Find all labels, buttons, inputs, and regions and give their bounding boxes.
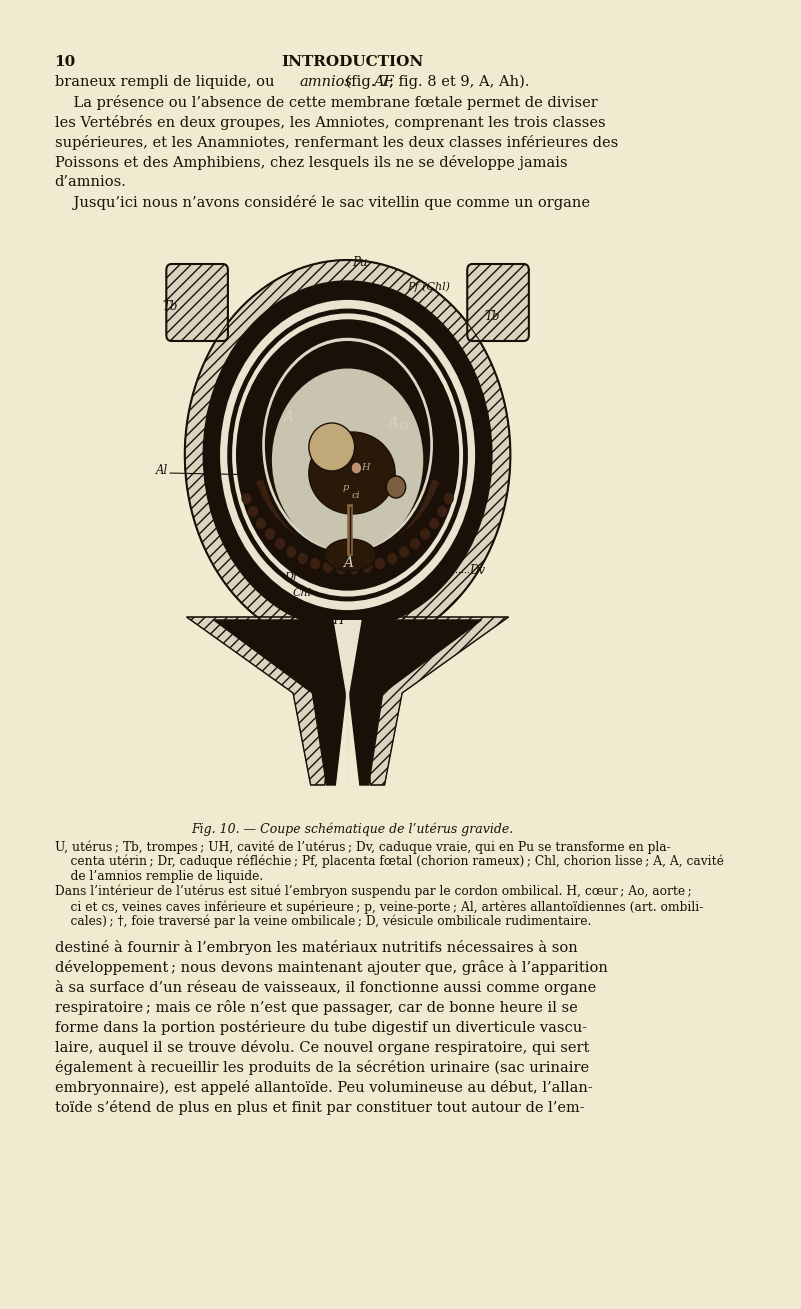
Text: cales) ; †, foie traversé par la veine ombilicale ; D, vésicule ombilicale rudim: cales) ; †, foie traversé par la veine o… <box>54 915 591 928</box>
Text: centa utérin ; Dr, caduque réfléchie ; Pf, placenta fœtal (chorion rameux) ; Chl: centa utérin ; Dr, caduque réfléchie ; P… <box>54 855 723 868</box>
Polygon shape <box>349 620 481 785</box>
Circle shape <box>324 562 332 572</box>
Text: à sa surface d’un réseau de vaisseaux, il fonctionne aussi comme organe: à sa surface d’un réseau de vaisseaux, i… <box>54 980 596 995</box>
Circle shape <box>388 554 396 564</box>
Ellipse shape <box>309 432 395 514</box>
Text: (fig. 7,: (fig. 7, <box>340 75 398 89</box>
Text: forme dans la portion postérieure du tube digestif un diverticule vascu-: forme dans la portion postérieure du tub… <box>54 1020 586 1035</box>
Circle shape <box>363 562 372 572</box>
Circle shape <box>411 539 420 548</box>
Text: D: D <box>399 421 408 432</box>
Circle shape <box>386 476 405 497</box>
Circle shape <box>421 529 429 539</box>
Circle shape <box>376 559 384 568</box>
FancyBboxPatch shape <box>167 264 228 342</box>
Text: U H: U H <box>319 614 344 627</box>
Ellipse shape <box>260 336 435 554</box>
Circle shape <box>299 554 308 564</box>
Text: U, utérus ; Tb, trompes ; UH, cavité de l’utérus ; Dv, caduque vraie, qui en Pu : U, utérus ; Tb, trompes ; UH, cavité de … <box>54 840 670 853</box>
Circle shape <box>256 518 265 529</box>
Text: supérieures, et les Anamniotes, renfermant les deux classes inférieures des: supérieures, et les Anamniotes, renferma… <box>54 135 618 151</box>
Polygon shape <box>360 617 509 785</box>
Text: A: A <box>283 410 292 424</box>
Text: Dr: Dr <box>284 572 299 583</box>
Polygon shape <box>187 617 336 785</box>
Text: A: A <box>343 556 352 569</box>
Text: ci et cs, veines caves inférieure et supérieure ; p, veine-porte ; Al, artères a: ci et cs, veines caves inférieure et sup… <box>54 901 703 914</box>
Text: laire, auquel il se trouve dévolu. Ce nouvel organe respiratoire, qui sert: laire, auquel il se trouve dévolu. Ce no… <box>54 1039 589 1055</box>
Polygon shape <box>333 620 362 785</box>
Text: destiné à fournir à l’embryon les matériaux nutritifs nécessaires à son: destiné à fournir à l’embryon les matéri… <box>54 940 578 956</box>
Circle shape <box>400 547 409 556</box>
Circle shape <box>276 539 284 548</box>
Ellipse shape <box>185 260 510 651</box>
Circle shape <box>311 559 320 568</box>
Circle shape <box>437 507 446 517</box>
Text: respiratoire ; mais ce rôle n’est que passager, car de bonne heure il se: respiratoire ; mais ce rôle n’est que pa… <box>54 1000 578 1014</box>
Text: A: A <box>388 416 398 429</box>
Text: Chl: Chl <box>293 588 312 598</box>
Circle shape <box>287 547 296 556</box>
Ellipse shape <box>248 322 448 568</box>
Circle shape <box>266 529 275 539</box>
Circle shape <box>430 518 439 529</box>
Circle shape <box>445 493 453 504</box>
Circle shape <box>351 462 362 474</box>
Text: Jusqu’ici nous n’avons considéré le sac vitellin que comme un organe: Jusqu’ici nous n’avons considéré le sac … <box>54 195 590 209</box>
Text: Fig. 10. — Coupe schématique de l’utérus gravide.: Fig. 10. — Coupe schématique de l’utérus… <box>191 823 513 836</box>
Ellipse shape <box>272 369 423 551</box>
Text: p: p <box>343 483 349 491</box>
Text: Poissons et des Amphibiens, chez lesquels ils ne se développe jamais: Poissons et des Amphibiens, chez lesquel… <box>54 154 567 170</box>
Text: d’amnios.: d’amnios. <box>54 175 127 188</box>
Ellipse shape <box>309 423 355 471</box>
Ellipse shape <box>324 539 376 571</box>
Text: ci: ci <box>352 491 360 500</box>
Circle shape <box>336 564 345 573</box>
Text: H: H <box>361 462 369 471</box>
Ellipse shape <box>265 342 430 548</box>
Text: Dv: Dv <box>469 563 485 576</box>
Text: ; fig. 8 et 9, A, Ah).: ; fig. 8 et 9, A, Ah). <box>389 75 529 89</box>
Text: Pf (Chl): Pf (Chl) <box>408 281 450 292</box>
Text: 10: 10 <box>54 55 76 69</box>
Text: Al: Al <box>155 463 168 476</box>
Text: U: U <box>481 476 491 490</box>
Circle shape <box>242 493 251 504</box>
FancyBboxPatch shape <box>467 264 529 342</box>
Text: toïde s’étend de plus en plus et finit par constituer tout autour de l’em-: toïde s’étend de plus en plus et finit p… <box>54 1100 584 1115</box>
Text: La présence ou l’absence de cette membrane fœtale permet de diviser: La présence ou l’absence de cette membra… <box>54 96 598 110</box>
Text: Tb: Tb <box>484 310 499 323</box>
Text: amnios: amnios <box>300 75 352 89</box>
Text: INTRODUCTION: INTRODUCTION <box>281 55 423 69</box>
Text: développement ; nous devons maintenant ajouter que, grâce à l’apparition: développement ; nous devons maintenant a… <box>54 959 607 975</box>
Ellipse shape <box>219 298 477 611</box>
Text: Dans l’intérieur de l’utérus est situé l’embryon suspendu par le cordon ombilica: Dans l’intérieur de l’utérus est situé l… <box>54 885 691 898</box>
Circle shape <box>248 507 257 517</box>
Text: braneux rempli de liquide, ou: braneux rempli de liquide, ou <box>54 75 279 89</box>
Text: Tb: Tb <box>163 301 178 313</box>
Text: embryonnaire), est appelé allantoïde. Peu volumineuse au début, l’allan-: embryonnaire), est appelé allantoïde. Pe… <box>54 1080 592 1096</box>
Ellipse shape <box>237 319 458 590</box>
Text: Pu: Pu <box>352 257 368 270</box>
Polygon shape <box>214 620 346 785</box>
Ellipse shape <box>203 281 492 630</box>
Text: également à recueillir les produits de la sécrétion urinaire (sac urinaire: également à recueillir les produits de l… <box>54 1060 589 1075</box>
Text: les Vertébrés en deux groupes, les Amniotes, comprenant les trois classes: les Vertébrés en deux groupes, les Amnio… <box>54 115 606 130</box>
Circle shape <box>350 564 359 573</box>
Text: AF: AF <box>373 75 394 89</box>
Text: de l’amnios remplie de liquide.: de l’amnios remplie de liquide. <box>54 870 263 884</box>
Polygon shape <box>256 473 440 552</box>
